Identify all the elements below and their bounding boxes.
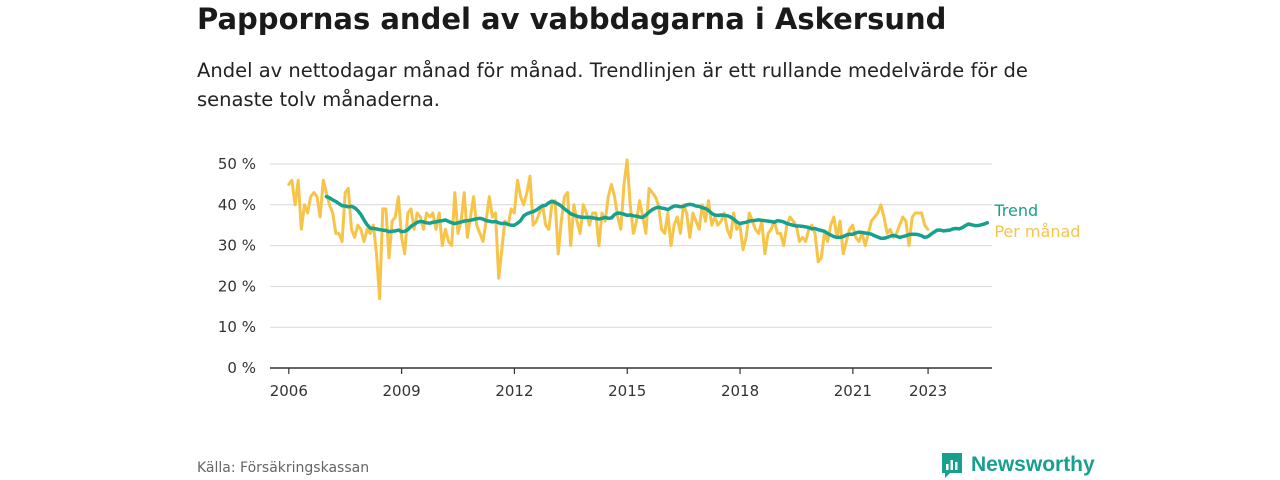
x-tick-label: 2009 [383, 382, 421, 400]
x-tick-label: 2018 [721, 382, 759, 400]
y-tick-label: 40 % [218, 196, 256, 214]
y-tick-label: 50 % [218, 155, 256, 173]
x-tick-label: 2006 [270, 382, 308, 400]
x-axis-ticks: 2006 2009 2012 2015 2018 2021 2023 [270, 368, 947, 400]
grid-lines [270, 163, 992, 328]
legend-label-monthly: Per månad [994, 222, 1080, 241]
series-lines [287, 158, 990, 301]
legend-label-trend: Trend [993, 201, 1038, 220]
series-line-trend [324, 194, 990, 241]
line-chart: 0 % 10 % 20 % 30 % 40 % 50 % 2006 2009 2012 2015… [218, 155, 1081, 400]
chart-subtitle: Andel av nettodagar månad för månad. Tre… [197, 59, 1028, 111]
y-tick-label: 10 % [218, 318, 256, 336]
x-tick-label: 2021 [834, 382, 872, 400]
brand-name: Newsworthy [971, 453, 1095, 476]
newsworthy-logo-icon [942, 453, 962, 478]
y-tick-label: 30 % [218, 237, 256, 255]
x-tick-label: 2023 [909, 382, 947, 400]
x-tick-label: 2015 [608, 382, 646, 400]
series-line-monthly [287, 158, 930, 301]
brand-logo: Newsworthy [940, 451, 1095, 479]
y-tick-label: 20 % [218, 277, 256, 295]
source-note: Källa: Försäkringskassan [197, 460, 370, 476]
chart-title: Pappornas andel av vabbdagarna i Askersu… [197, 2, 947, 36]
x-tick-label: 2012 [495, 382, 533, 400]
y-tick-label: 0 % [227, 359, 256, 377]
y-axis-labels: 0 % 10 % 20 % 30 % 40 % 50 % [218, 155, 256, 377]
legend: Trend Per månad [993, 201, 1080, 241]
